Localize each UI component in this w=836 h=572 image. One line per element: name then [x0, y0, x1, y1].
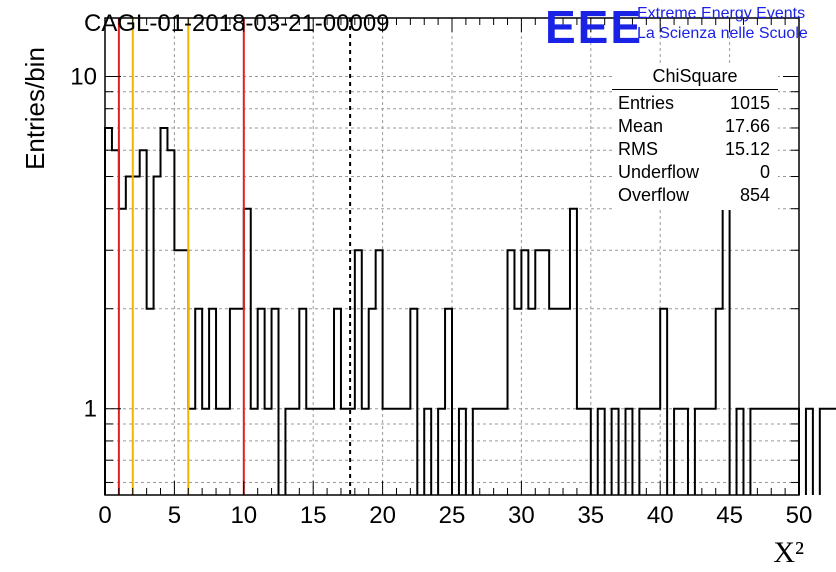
- stats-title: ChiSquare: [652, 66, 738, 86]
- stats-key: Entries: [618, 93, 675, 113]
- stats-key: Underflow: [618, 162, 700, 182]
- y-axis-label: Entries/bin: [19, 46, 50, 170]
- logo-line-1: Extreme Energy Events: [637, 5, 806, 22]
- x-tick-label: 15: [300, 502, 327, 529]
- stats-row-mean: Mean 17.66: [618, 116, 770, 139]
- reference-lines-layer: [117, 18, 352, 495]
- x-tick-label: 30: [508, 502, 535, 529]
- x-tick-label: 35: [577, 502, 604, 529]
- eee-logo: EEE Extreme Energy Events La Scienza nel…: [545, 1, 835, 53]
- stats-value: 854: [739, 185, 770, 205]
- x-tick-label: 25: [439, 502, 466, 529]
- stats-row-overflow: Overflow 854: [618, 185, 770, 208]
- x-tick-label: 40: [647, 502, 674, 529]
- x-tick-label: 50: [786, 502, 813, 529]
- x-tick-label: 0: [98, 502, 111, 529]
- stats-key: Mean: [618, 116, 664, 136]
- run-title: CAGL-01-2018-03-21-00009: [84, 10, 390, 37]
- x-tick-label: 20: [369, 502, 396, 529]
- histogram-layer: [104, 126, 836, 495]
- stats-row-rms: RMS 15.12: [618, 139, 770, 162]
- x-tick-label: 10: [230, 502, 257, 529]
- x-tick-label: 45: [716, 502, 743, 529]
- stats-value: 0: [759, 162, 770, 182]
- stats-value: 1015: [729, 93, 770, 113]
- stats-row-entries: Entries 1015: [618, 93, 770, 116]
- stats-key: RMS: [618, 139, 658, 159]
- logo-mark: EEE: [545, 1, 644, 53]
- x-tick-label: 5: [168, 502, 181, 529]
- y-tick-label: 10: [70, 64, 97, 91]
- logo-line-2: La Scienza nelle Scuole: [637, 25, 808, 42]
- x-axis-label: X²: [773, 536, 804, 569]
- stats-value: 17.66: [724, 116, 770, 136]
- stats-divider: [612, 89, 778, 90]
- y-tick-label: 1: [84, 396, 97, 423]
- stats-row-underflow: Underflow 0: [618, 162, 770, 185]
- histogram-outline: [104, 126, 836, 495]
- stats-value: 15.12: [724, 139, 770, 159]
- stats-box: ChiSquare Entries 1015 Mean 17.66 RMS 15…: [612, 64, 778, 210]
- stats-key: Overflow: [618, 185, 690, 205]
